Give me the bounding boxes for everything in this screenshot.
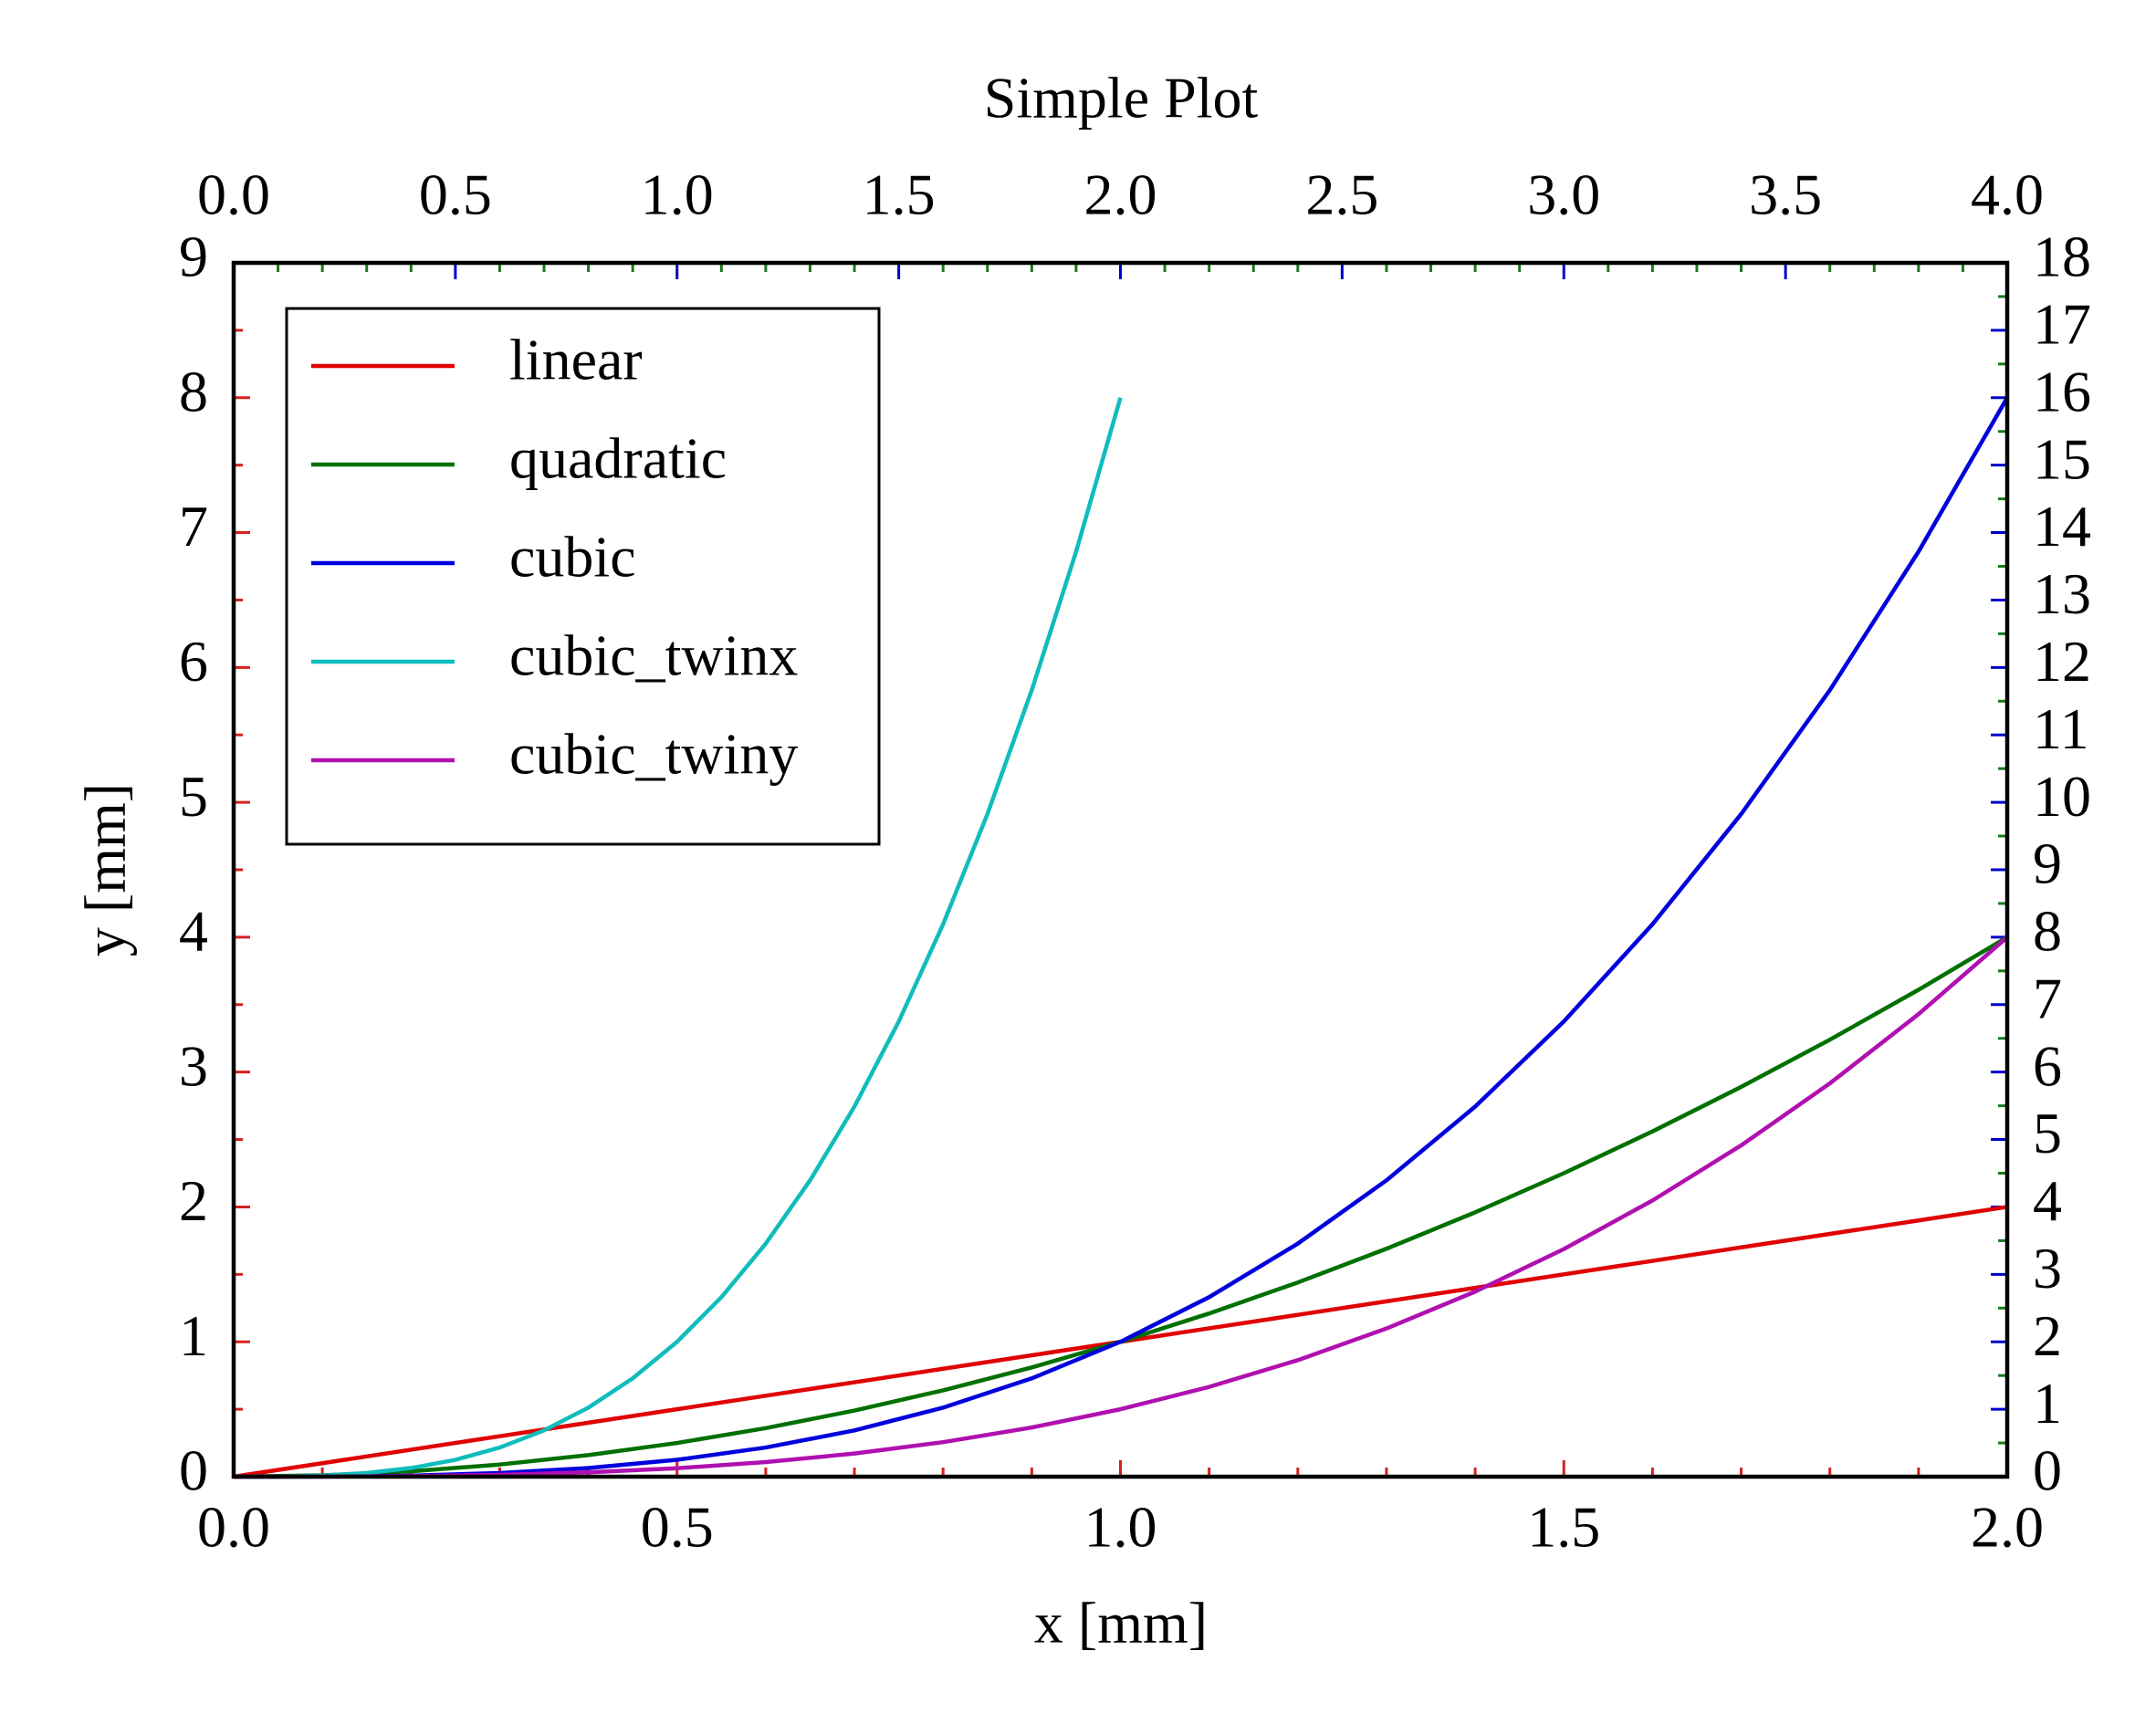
series-line	[233, 396, 2009, 1479]
x2-tick-label: 1.5	[863, 162, 936, 227]
y2-tick-label: 7	[2033, 966, 2062, 1030]
x-tick-label: 1.5	[1527, 1495, 1600, 1560]
x2-tick-label: 1.0	[641, 162, 714, 227]
chart-title: Simple Plot	[984, 66, 1259, 131]
y2-tick-label: 12	[2033, 629, 2091, 694]
legend-label: cubic_twiny	[509, 722, 798, 787]
y2-tick-label: 5	[2033, 1101, 2062, 1165]
x2-tick-label: 2.0	[1084, 162, 1157, 227]
y-tick-label: 6	[179, 629, 208, 694]
legend-label: quadratic	[509, 426, 727, 491]
x-tick-label: 1.0	[1084, 1495, 1157, 1560]
y2-tick-label: 11	[2033, 696, 2089, 761]
y2-tick-label: 9	[2033, 831, 2062, 896]
x-tick-label: 0.0	[197, 1495, 270, 1560]
y-tick-label: 1	[179, 1303, 208, 1368]
legend-box	[285, 307, 881, 846]
x2-tick-label: 3.0	[1527, 162, 1600, 227]
y2-tick-label: 17	[2033, 292, 2091, 357]
y-tick-label: 7	[179, 494, 208, 559]
y-tick-label: 8	[179, 359, 208, 423]
x2-tick-label: 3.5	[1749, 162, 1822, 227]
y2-tick-label: 4	[2033, 1168, 2062, 1233]
y2-tick-label: 10	[2033, 764, 2091, 829]
x-axis-label: x [mm]	[1034, 1591, 1208, 1656]
y-axis-label: y [mm]	[73, 783, 138, 956]
plot-frame	[231, 260, 2010, 1479]
y-tick-label: 2	[179, 1168, 208, 1233]
x2-tick-label: 4.0	[1971, 162, 2044, 227]
y2-tick-label: 6	[2033, 1033, 2062, 1098]
legend-label: cubic	[509, 525, 636, 590]
y2-tick-label: 3	[2033, 1236, 2062, 1301]
y2-tick-label: 2	[2033, 1303, 2062, 1368]
y-tick-label: 9	[179, 225, 208, 289]
x2-tick-label: 0.0	[197, 162, 270, 227]
y2-tick-label: 16	[2033, 359, 2091, 423]
x-tick-label: 2.0	[1971, 1495, 2044, 1560]
y2-tick-label: 14	[2033, 494, 2091, 559]
y2-tick-label: 1	[2033, 1371, 2062, 1436]
y-tick-label: 5	[179, 764, 208, 829]
x2-tick-label: 2.5	[1305, 162, 1378, 227]
legend-label: linear	[509, 328, 643, 392]
y2-tick-label: 13	[2033, 561, 2091, 626]
y-tick-label: 4	[179, 899, 208, 964]
y2-tick-label: 18	[2033, 225, 2091, 289]
y2-tick-label: 8	[2033, 899, 2062, 964]
x2-tick-label: 0.5	[419, 162, 492, 227]
legend-label: cubic_twinx	[509, 623, 798, 688]
x-tick-label: 0.5	[641, 1495, 714, 1560]
series-line	[233, 935, 2009, 1479]
y2-tick-label: 15	[2033, 426, 2091, 491]
series-line	[233, 397, 1123, 1479]
y2-tick-label: 0	[2033, 1438, 2062, 1503]
y-tick-label: 3	[179, 1033, 208, 1098]
y-tick-label: 0	[179, 1438, 208, 1503]
